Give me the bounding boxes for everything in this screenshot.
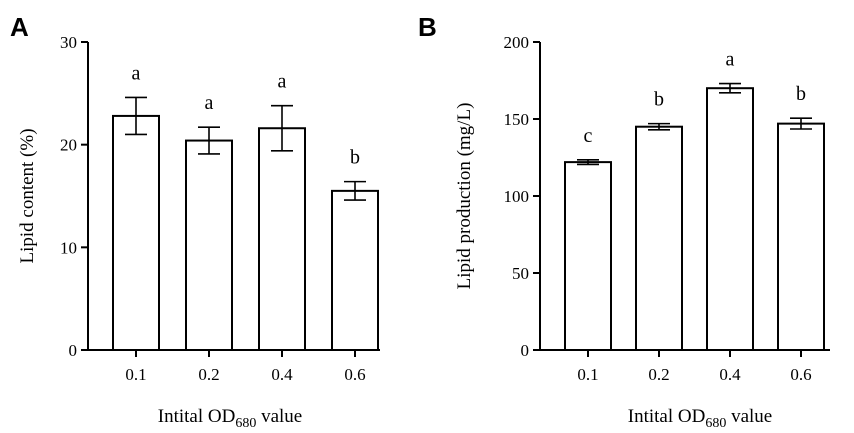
panel-b-bar-0.4	[706, 87, 754, 351]
panel-b: B 0 50 100 150 200 c b a b 0.1 0.2 0.4 0.6 Lipid p…	[418, 12, 830, 431]
panel-b-significance-label-0.6: b	[796, 83, 806, 105]
panel-b-x-title-main: Intital OD	[628, 406, 706, 427]
panel-b-significance-label-0.1: c	[584, 125, 593, 147]
panel-a-bar-0.2	[185, 139, 233, 351]
panel-a-y-tick-label: 20	[60, 136, 77, 155]
panel-a: A 0 10 20 30 a a a b 0.1 0.2 0.4 0.6 Lipid conten…	[10, 12, 380, 431]
panel-b-x-tick-label: 0.1	[577, 365, 598, 384]
panel-b-bar-0.6	[777, 122, 825, 352]
panel-b-y-tick-label: 150	[504, 110, 530, 129]
panel-b-significance-label-0.2: b	[654, 89, 664, 111]
panel-a-bar-0.4	[258, 127, 306, 351]
panel-a-y-axis: 0 10 20 30	[60, 33, 89, 360]
panel-a-bar-0.1	[112, 114, 160, 351]
panel-a-y-tick-label: 30	[60, 33, 77, 52]
panel-a-significance-label-0.4: a	[278, 71, 287, 93]
panel-a-y-tick-label: 0	[69, 341, 78, 360]
panel-b-letter: B	[418, 12, 437, 42]
panel-b-significance-label-0.4: a	[726, 49, 735, 71]
panel-a-letter: A	[10, 12, 29, 42]
panel-a-x-tick-label: 0.2	[198, 365, 219, 384]
panel-a-x-axis: 0.1 0.2 0.4 0.6	[88, 349, 380, 384]
panel-b-bar-0.2	[635, 125, 683, 351]
panel-b-x-title-suffix: value	[726, 406, 772, 427]
panel-a-x-tick-label: 0.4	[271, 365, 293, 384]
panel-b-x-axis: 0.1 0.2 0.4 0.6	[540, 349, 830, 384]
panel-a-x-tick-label: 0.1	[125, 365, 146, 384]
panel-a-significance-label-0.6: b	[350, 147, 360, 169]
panel-a-x-axis-title: Intital OD680 value	[158, 406, 302, 431]
panel-a-bar-0.6	[331, 189, 379, 351]
panel-a-significance-label-0.1: a	[132, 62, 141, 84]
panel-b-y-axis: 0 50 100 150 200	[504, 33, 541, 360]
panel-a-x-tick-label: 0.6	[344, 365, 365, 384]
panel-a-x-title-main: Intital OD	[158, 406, 236, 427]
panel-b-x-tick-label: 0.4	[719, 365, 741, 384]
panel-a-bars: a a a b	[112, 62, 379, 351]
panel-a-significance-label-0.2: a	[205, 92, 214, 114]
panel-b-bar-0.1	[564, 161, 612, 351]
panel-a-x-title-suffix: value	[256, 406, 302, 427]
panel-a-x-title-subscript: 680	[235, 416, 256, 431]
panel-b-y-axis-title: Lipid production (mg/L)	[454, 103, 475, 290]
panel-b-x-title-subscript: 680	[705, 416, 726, 431]
panel-b-x-tick-label: 0.6	[790, 365, 811, 384]
panel-b-y-tick-label: 0	[521, 341, 530, 360]
panel-a-y-tick-label: 10	[60, 238, 77, 257]
panel-b-bars: c b a b	[564, 49, 825, 352]
panel-a-y-axis-title: Lipid content (%)	[17, 128, 38, 263]
panel-b-y-tick-label: 50	[512, 264, 529, 283]
panel-b-x-tick-label: 0.2	[648, 365, 669, 384]
panel-b-y-tick-label: 200	[504, 33, 530, 52]
panel-b-y-tick-label: 100	[504, 187, 530, 206]
panel-b-x-axis-title: Intital OD680 value	[628, 406, 772, 431]
